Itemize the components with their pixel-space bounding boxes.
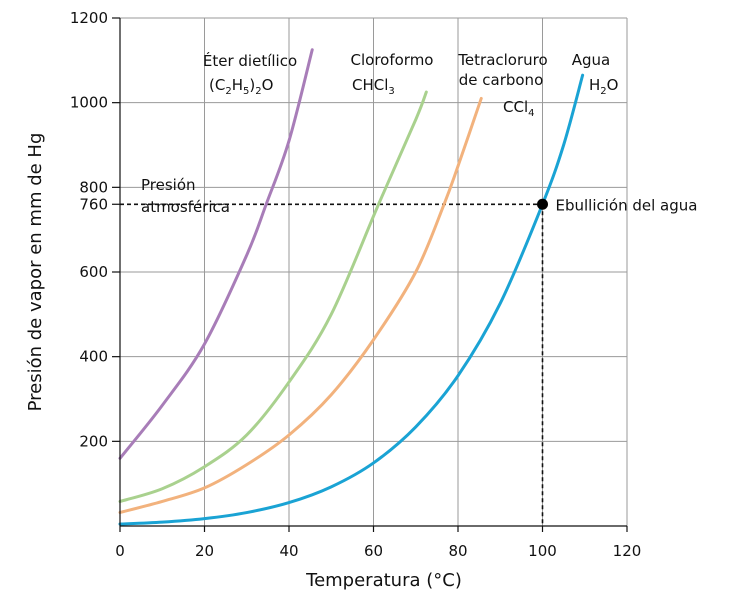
y-tick-label: 800 (79, 178, 108, 196)
x-tick-label: 40 (279, 542, 298, 560)
series-line-agua (118, 73, 585, 526)
y-tick-label: 200 (79, 432, 108, 450)
ccl4-formula-label: CCl4 (503, 98, 535, 119)
y-tick-label: 760 (79, 195, 108, 213)
x-tick-label: 60 (364, 542, 383, 560)
y-tick-label: 1000 (70, 94, 108, 112)
y-tick-label: 400 (79, 348, 108, 366)
x-tick-label: 0 (115, 542, 125, 560)
x-tick-label: 120 (613, 542, 642, 560)
water-name-label: Agua (572, 51, 610, 69)
x-tick-label: 80 (448, 542, 467, 560)
ether-formula-label: (C2H5)2O (209, 76, 273, 97)
series-group (118, 48, 585, 526)
ccl4-name-label-2: de carbono (459, 71, 544, 89)
reference-lines (120, 203, 544, 526)
y-tick-label: 1200 (70, 9, 108, 27)
series-line-eter-dietilico (118, 48, 314, 460)
x-axis-title: Temperatura (°C) (305, 570, 462, 591)
water-boiling-point-marker (537, 198, 548, 210)
series-line-tetracloruro-de-carbono (118, 96, 483, 514)
reference-label-line1: Presión (141, 176, 196, 194)
chloroform-name-label: Cloroformo (351, 51, 434, 69)
ccl4-name-label-1: Tetracloruro (457, 51, 547, 69)
axes (112, 17, 628, 532)
water-boiling-point-label: Ebullición del agua (556, 196, 698, 214)
ether-name-label: Éter dietílico (203, 51, 297, 70)
grid (120, 17, 628, 526)
y-axis-title: Presión de vapor en mm de Hg (25, 133, 46, 412)
reference-label-line2: atmosférica (141, 198, 230, 216)
water-formula-label: H2O (589, 76, 618, 97)
chloroform-formula-label: CHCl3 (352, 76, 395, 97)
x-tick-label: 100 (528, 542, 557, 560)
y-tick-label: 600 (79, 263, 108, 281)
x-tick-label: 20 (195, 542, 214, 560)
series-line-cloroformo (118, 90, 428, 503)
